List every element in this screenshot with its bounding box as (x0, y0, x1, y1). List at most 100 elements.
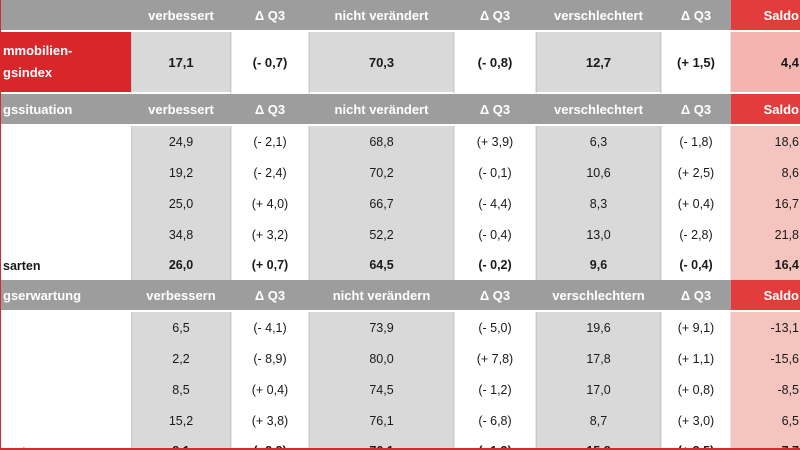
header-worsened: verschlechtert (536, 0, 661, 32)
cell-value: 25,0 (131, 188, 231, 219)
cell-value: 76,1 (309, 405, 454, 436)
index-row: mmobilien- gsindex 17,1 (- 0,7) 70,3 (- … (1, 32, 800, 94)
cell-value: 17,0 (536, 374, 661, 405)
cell-saldo: -15,6 (731, 343, 800, 374)
header-unchange: nicht verändern (309, 280, 454, 312)
cell-value: 2,2 (131, 343, 231, 374)
cell-delta: (+ 9,1) (661, 312, 731, 343)
table-row: 2,2 (- 8,9) 80,0 (+ 7,8) 17,8 (+ 1,1) -1… (1, 343, 800, 374)
index-saldo-value: 4,4 (731, 32, 800, 94)
index-improved-delta: (- 0,7) (231, 32, 309, 94)
cell-saldo: 18,6 (731, 126, 800, 157)
cell-value: 6,5 (131, 312, 231, 343)
section1-header-row: gssituation verbessert Δ Q3 nicht veränd… (1, 94, 800, 126)
table-row: 6,5 (- 4,1) 73,9 (- 5,0) 19,6 (+ 9,1) -1… (1, 312, 800, 343)
row-label (1, 405, 131, 436)
section2-title: gserwartung (1, 280, 131, 312)
cell-value: 15,2 (131, 405, 231, 436)
header-delta: Δ Q3 (231, 94, 309, 126)
header-delta: Δ Q3 (454, 280, 536, 312)
cell-value: 8,3 (536, 188, 661, 219)
cell-value: 68,8 (309, 126, 454, 157)
index-worsened-delta: (+ 1,5) (661, 32, 731, 94)
header-saldo: Saldo (731, 94, 800, 126)
cell-value: 17,8 (536, 343, 661, 374)
row-label (1, 312, 131, 343)
header-improved: verbessert (131, 94, 231, 126)
cell-delta: (- 2,8) (661, 219, 731, 250)
cell-value: 73,9 (309, 312, 454, 343)
cell-value: 24,9 (131, 126, 231, 157)
cell-value: 8,7 (536, 405, 661, 436)
total-label: sarten (1, 250, 131, 280)
cell-delta: (- 4,1) (231, 312, 309, 343)
row-label (1, 157, 131, 188)
cell-saldo: 8,6 (731, 157, 800, 188)
cell-delta: (- 4,4) (454, 188, 536, 219)
table-row: 8,5 (+ 0,4) 74,5 (- 1,2) 17,0 (+ 0,8) -8… (1, 374, 800, 405)
index-improved-value: 17,1 (131, 32, 231, 94)
cell-delta: (- 6,8) (454, 405, 536, 436)
header-improve: verbessern (131, 280, 231, 312)
total-delta: (- 0,4) (661, 250, 731, 280)
total-label: sarten (1, 436, 131, 450)
index-unchanged-delta: (- 0,8) (454, 32, 536, 94)
cell-value: 70,2 (309, 157, 454, 188)
cell-saldo: 21,8 (731, 219, 800, 250)
cell-delta: (- 5,0) (454, 312, 536, 343)
total-value: 26,0 (131, 250, 231, 280)
header-delta: Δ Q3 (454, 94, 536, 126)
cell-delta: (+ 3,9) (454, 126, 536, 157)
total-value: 8,1 (131, 436, 231, 450)
header-unchanged: nicht verändert (309, 0, 454, 32)
cell-value: 34,8 (131, 219, 231, 250)
table-row: 25,0 (+ 4,0) 66,7 (- 4,4) 8,3 (+ 0,4) 16… (1, 188, 800, 219)
row-label (1, 188, 131, 219)
row-label (1, 219, 131, 250)
table-row: 34,8 (+ 3,2) 52,2 (- 0,4) 13,0 (- 2,8) 2… (1, 219, 800, 250)
table-total-row: sarten 26,0 (+ 0,7) 64,5 (- 0,2) 9,6 (- … (1, 250, 800, 280)
cell-delta: (- 1,2) (454, 374, 536, 405)
cell-delta: (- 0,1) (454, 157, 536, 188)
cell-value: 6,3 (536, 126, 661, 157)
header-delta: Δ Q3 (231, 280, 309, 312)
index-unchanged-value: 70,3 (309, 32, 454, 94)
cell-saldo: 6,5 (731, 405, 800, 436)
cell-delta: (- 2,4) (231, 157, 309, 188)
row-label (1, 374, 131, 405)
cell-delta: (+ 0,4) (231, 374, 309, 405)
total-value: 15,8 (536, 436, 661, 450)
cell-saldo: -8,5 (731, 374, 800, 405)
cell-value: 80,0 (309, 343, 454, 374)
total-value: 76,1 (309, 436, 454, 450)
cell-delta: (+ 3,2) (231, 219, 309, 250)
cell-value: 10,6 (536, 157, 661, 188)
cell-delta: (+ 0,4) (661, 188, 731, 219)
cell-delta: (+ 4,0) (231, 188, 309, 219)
header-delta: Δ Q3 (661, 94, 731, 126)
header-worsen: verschlechtern (536, 280, 661, 312)
index-header-row: verbessert Δ Q3 nicht verändert Δ Q3 ver… (1, 0, 800, 32)
index-worsened-value: 12,7 (536, 32, 661, 94)
cell-value: 19,6 (536, 312, 661, 343)
row-label (1, 126, 131, 157)
section1-title: gssituation (1, 94, 131, 126)
header-delta: Δ Q3 (661, 280, 731, 312)
header-delta: Δ Q3 (231, 0, 309, 32)
cell-delta: (+ 7,8) (454, 343, 536, 374)
row-label (1, 343, 131, 374)
index-label: mmobilien- gsindex (1, 32, 131, 94)
total-delta: (+ 0,7) (231, 250, 309, 280)
header-saldo: Saldo (731, 280, 800, 312)
total-value: 9,6 (536, 250, 661, 280)
total-saldo: -7,7 (731, 436, 800, 450)
header-unchanged: nicht verändert (309, 94, 454, 126)
total-value: 64,5 (309, 250, 454, 280)
cell-delta: (- 0,4) (454, 219, 536, 250)
cell-value: 19,2 (131, 157, 231, 188)
cell-value: 74,5 (309, 374, 454, 405)
cell-delta: (- 2,1) (231, 126, 309, 157)
total-delta: (+ 3,5) (661, 436, 731, 450)
total-delta: (- 1,3) (454, 436, 536, 450)
